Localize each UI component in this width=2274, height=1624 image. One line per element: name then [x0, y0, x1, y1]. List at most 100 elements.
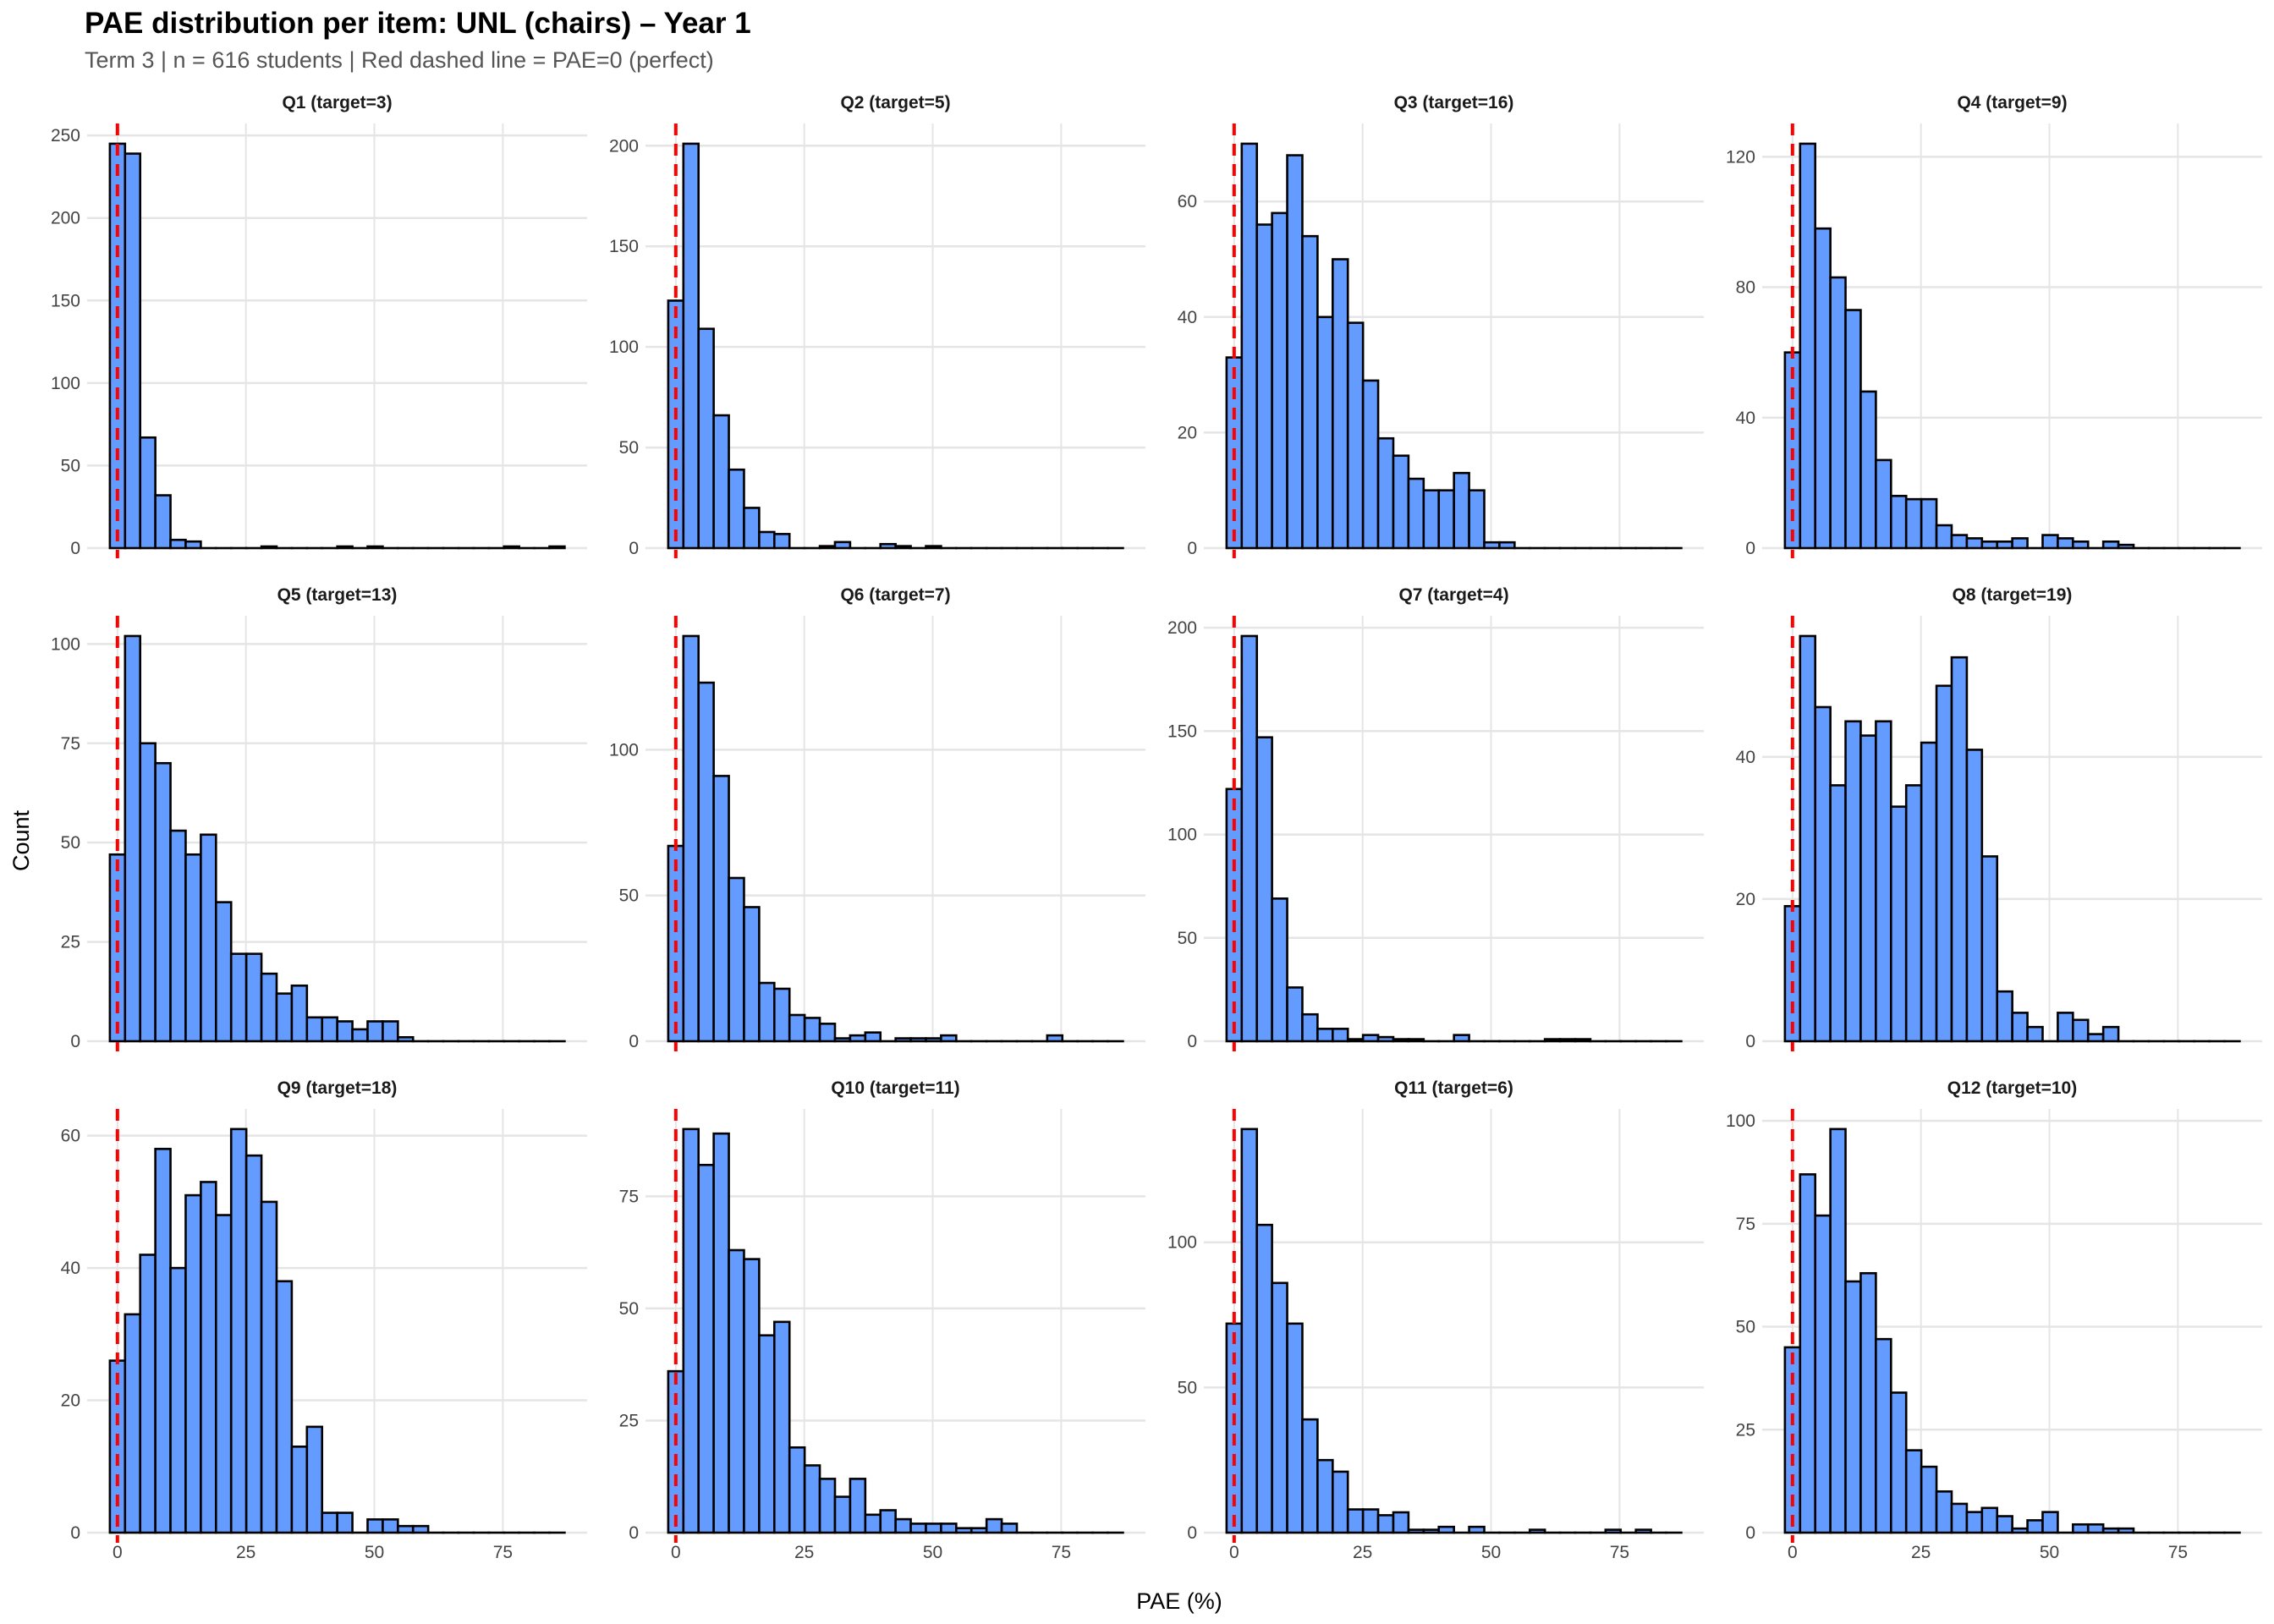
- histogram-bar: [1814, 705, 1832, 1043]
- histogram-bar: [894, 545, 912, 550]
- histogram-bar: [1407, 1038, 1425, 1043]
- histogram-bar: [1437, 489, 1455, 550]
- histogram-bar: [154, 761, 172, 1043]
- histogram-bar: [2011, 1527, 2029, 1534]
- panel-title: Q3 (target=16): [1394, 93, 1514, 112]
- histogram-bar: [2072, 1018, 2090, 1043]
- y-tick-label: 0: [1187, 1523, 1197, 1543]
- histogram-bar: [818, 1478, 837, 1534]
- y-tick-label: 50: [1178, 1378, 1197, 1397]
- histogram-bar: [154, 1148, 172, 1534]
- histogram-bar: [1286, 986, 1304, 1043]
- y-tick-label: 0: [70, 539, 80, 558]
- histogram-bar: [803, 1464, 821, 1534]
- panel-title: Q8 (target=19): [1953, 585, 2073, 605]
- histogram-bar: [788, 1446, 806, 1534]
- histogram-bar: [788, 1013, 806, 1043]
- histogram-bar: [2072, 1522, 2090, 1534]
- y-tick-label: 100: [1167, 826, 1197, 845]
- histogram-bar: [1361, 1508, 1380, 1534]
- histogram-bar: [1965, 1511, 1984, 1534]
- histogram-bar: [1301, 1012, 1319, 1043]
- histogram-bar: [712, 775, 730, 1043]
- y-tick-label: 40: [1736, 409, 1755, 428]
- histogram-bar: [184, 540, 202, 550]
- y-tick-label: 0: [1187, 539, 1197, 558]
- histogram-bar: [1604, 1528, 1623, 1534]
- histogram-bar: [1558, 1038, 1577, 1043]
- histogram-bar: [366, 545, 384, 550]
- histogram-bar: [1468, 489, 1486, 550]
- y-tick-label: 150: [609, 237, 639, 256]
- histogram-bar: [1965, 749, 1984, 1043]
- histogram-bar: [758, 530, 776, 550]
- y-tick-label: 50: [619, 1299, 639, 1319]
- histogram-bar: [290, 1446, 309, 1534]
- histogram-bar: [697, 1163, 715, 1534]
- y-tick-label: 25: [619, 1411, 639, 1430]
- histogram-bar: [2026, 1519, 2044, 1534]
- histogram-bar: [351, 1028, 369, 1043]
- y-tick-label: 50: [1736, 1318, 1755, 1337]
- histogram-bar: [1361, 379, 1380, 550]
- histogram-bar: [1498, 540, 1516, 550]
- y-tick-label: 100: [51, 634, 80, 654]
- histogram-bar: [894, 1517, 912, 1534]
- chart-subtitle: Term 3 | n = 616 students | Red dashed l…: [85, 47, 714, 73]
- histogram-bar: [697, 327, 715, 550]
- histogram-bar: [1271, 1281, 1288, 1534]
- histogram-bar: [1332, 1470, 1349, 1534]
- histogram-bar: [1890, 805, 1908, 1043]
- histogram-bar: [336, 1512, 354, 1534]
- histogram-bar: [940, 1522, 958, 1534]
- histogram-bar: [925, 1522, 942, 1534]
- chart-title: PAE distribution per item: UNL (chairs) …: [85, 7, 751, 40]
- histogram-bar: [1920, 741, 1938, 1043]
- y-tick-label: 50: [61, 456, 80, 475]
- panel-title: Q4 (target=9): [1957, 93, 2067, 112]
- histogram-bar: [1376, 436, 1395, 550]
- histogram-bar: [1422, 489, 1441, 550]
- histogram-bar: [2101, 540, 2120, 550]
- y-tick-label: 120: [1726, 147, 1755, 167]
- histogram-bar: [1829, 276, 1847, 550]
- histogram-bar: [864, 1031, 882, 1043]
- histogram-bar: [124, 634, 142, 1043]
- histogram-bar: [1286, 1322, 1304, 1534]
- y-tick-label: 0: [1745, 1523, 1755, 1543]
- x-tick-label: 50: [923, 1543, 942, 1562]
- histogram-bar: [1980, 1506, 1999, 1534]
- histogram-bar: [1468, 1525, 1486, 1534]
- histogram-bar: [2057, 1012, 2074, 1043]
- histogram-bar: [773, 987, 791, 1043]
- histogram-bar: [2057, 537, 2074, 550]
- histogram-bar: [1407, 1528, 1425, 1534]
- histogram-bar: [1980, 540, 1999, 550]
- histogram-bar: [275, 1280, 294, 1534]
- histogram-bar: [1332, 1028, 1349, 1043]
- histogram-bar: [2101, 1025, 2120, 1043]
- histogram-bar: [2101, 1527, 2120, 1534]
- y-tick-label: 20: [1178, 423, 1197, 442]
- x-tick-label: 25: [1911, 1543, 1931, 1562]
- histogram-bar: [1844, 720, 1862, 1043]
- histogram-bar: [1301, 234, 1319, 550]
- x-tick-label: 25: [794, 1543, 814, 1562]
- histogram-bar: [818, 1023, 837, 1043]
- y-tick-label: 0: [629, 539, 639, 558]
- histogram-bar: [879, 542, 897, 550]
- y-tick-label: 100: [609, 740, 639, 760]
- histogram-bar: [773, 533, 791, 550]
- histogram-bar: [1814, 227, 1832, 550]
- histogram-bar: [184, 853, 202, 1043]
- histogram-bar: [1950, 1502, 1969, 1534]
- histogram-bar: [1904, 1449, 1923, 1534]
- panel-title: Q1 (target=3): [282, 93, 392, 112]
- histogram-bar: [1255, 1223, 1273, 1534]
- y-tick-label: 0: [70, 1032, 80, 1051]
- histogram-bar: [1844, 1280, 1862, 1534]
- histogram-bar: [1965, 537, 1984, 550]
- y-tick-label: 25: [61, 933, 80, 952]
- histogram-bar: [909, 1037, 927, 1043]
